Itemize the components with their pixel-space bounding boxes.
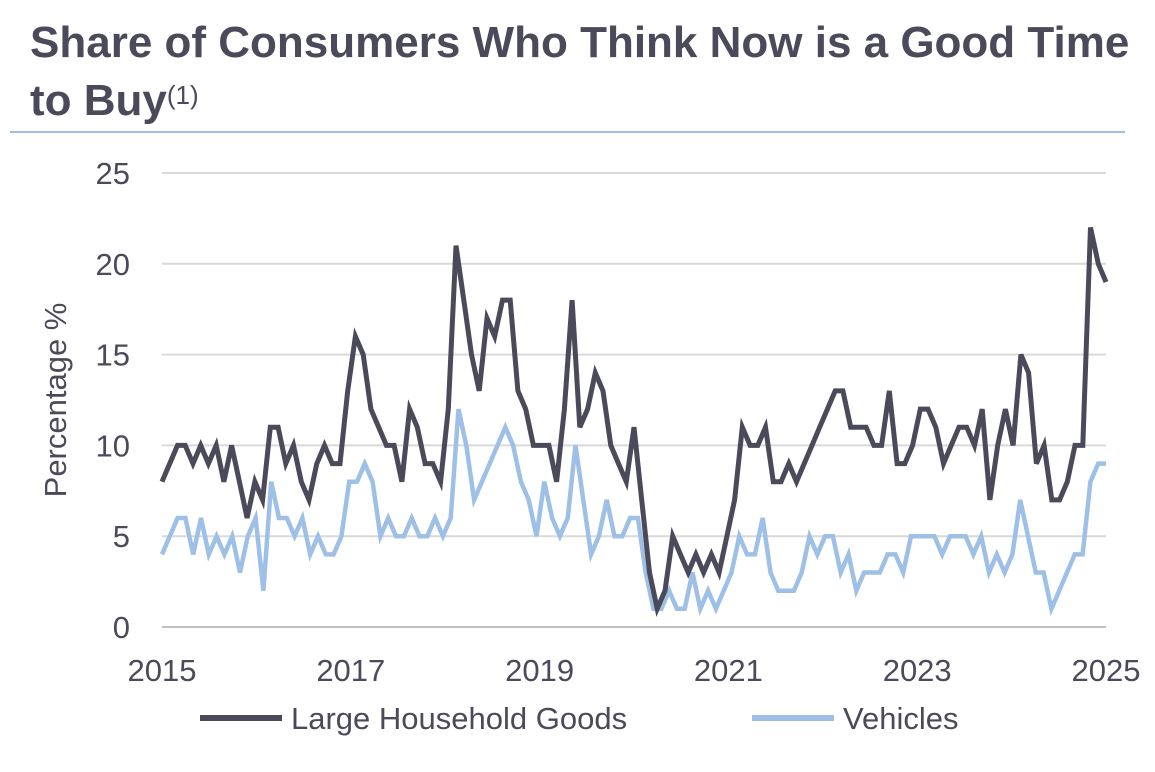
legend-label-vehicles: Vehicles [843, 701, 958, 736]
x-tick-label: 2017 [316, 653, 385, 688]
x-tick-label: 2019 [505, 653, 574, 688]
y-tick-label: 25 [96, 156, 130, 191]
series-line-vehicles [159, 408, 1106, 617]
y-tick-label: 0 [113, 610, 130, 645]
y-axis-label: Percentage % [38, 303, 73, 498]
x-tick-label: 2015 [128, 653, 197, 688]
series-line-large-household-goods [159, 226, 1109, 618]
x-tick-label: 2021 [694, 653, 763, 688]
x-tick-label: 2025 [1072, 653, 1141, 688]
title-divider [10, 131, 1125, 133]
legend: Large Household Goods Vehicles [200, 701, 958, 736]
y-tick-label: 15 [96, 338, 130, 373]
x-axis-ticks: 2015 2017 2019 2021 2023 2025 [128, 653, 1141, 688]
legend-label-large-household-goods: Large Household Goods [291, 701, 627, 736]
chart-title-footnote: (1) [166, 80, 199, 110]
y-axis-ticks: 0 5 10 15 20 25 [96, 156, 130, 645]
y-tick-label: 20 [96, 247, 130, 282]
series-lines [159, 226, 1109, 618]
y-tick-label: 10 [96, 428, 130, 463]
chart-title: Share of Consumers Who Think Now is a Go… [30, 14, 1130, 130]
chart-title-text: Share of Consumers Who Think Now is a Go… [30, 18, 1130, 125]
gridlines [162, 172, 1106, 628]
x-tick-label: 2023 [883, 653, 952, 688]
y-tick-label: 5 [113, 519, 130, 554]
